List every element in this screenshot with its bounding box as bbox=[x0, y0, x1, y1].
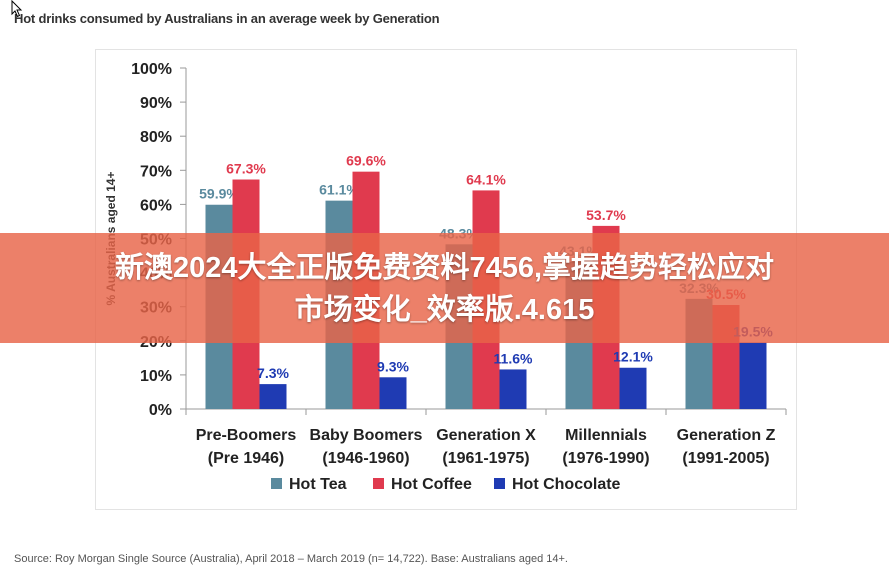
y-tick-label: 0% bbox=[149, 402, 172, 419]
x-tick-label: (1976-1990) bbox=[562, 450, 649, 467]
data-label: 64.1% bbox=[466, 171, 506, 187]
y-tick-label: 60% bbox=[140, 197, 172, 214]
x-tick-label: Pre-Boomers bbox=[196, 427, 297, 444]
legend-label: Hot Chocolate bbox=[512, 476, 621, 493]
x-tick-label: (1991-2005) bbox=[682, 450, 769, 467]
x-tick-label: (Pre 1946) bbox=[208, 450, 285, 467]
bar-hot-chocolate bbox=[379, 377, 407, 409]
data-label: 67.3% bbox=[226, 161, 266, 177]
data-label: 53.7% bbox=[586, 207, 626, 223]
y-tick-label: 100% bbox=[131, 61, 172, 78]
chart-title: Hot drinks consumed by Australians in an… bbox=[14, 11, 440, 26]
watermark-banner-text: 新澳2024大全正版免费资料7456,掌握趋势轻松应对 市场变化_效率版.4.6… bbox=[0, 247, 889, 331]
x-tick-label: (1961-1975) bbox=[442, 450, 529, 467]
watermark-banner bbox=[0, 233, 889, 343]
data-label: 7.3% bbox=[257, 365, 289, 381]
y-tick-label: 80% bbox=[140, 129, 172, 146]
y-tick-label: 10% bbox=[140, 368, 172, 385]
data-label: 69.6% bbox=[346, 153, 386, 169]
data-label: 12.1% bbox=[613, 349, 653, 365]
legend-label: Hot Tea bbox=[289, 476, 347, 493]
x-tick-label: Millennials bbox=[565, 427, 647, 444]
x-tick-label: Generation X bbox=[436, 427, 536, 444]
x-tick-label: (1946-1960) bbox=[322, 450, 409, 467]
bar-hot-chocolate bbox=[499, 369, 527, 409]
y-tick-label: 70% bbox=[140, 163, 172, 180]
legend-label: Hot Coffee bbox=[391, 476, 472, 493]
banner-line-2: 市场变化_效率版.4.615 bbox=[294, 294, 595, 326]
y-tick-label: 90% bbox=[140, 95, 172, 112]
bar-hot-chocolate bbox=[739, 342, 767, 409]
banner-line-1: 新澳2024大全正版免费资料7456,掌握趋势轻松应对 bbox=[114, 252, 775, 284]
legend-swatch bbox=[373, 478, 384, 489]
data-label: 61.1% bbox=[319, 182, 359, 198]
legend-swatch bbox=[494, 478, 505, 489]
data-label: 59.9% bbox=[199, 186, 239, 202]
mouse-cursor-icon bbox=[11, 0, 23, 18]
legend-swatch bbox=[271, 478, 282, 489]
bar-hot-chocolate bbox=[259, 384, 287, 409]
data-label: 9.3% bbox=[377, 358, 409, 374]
data-label: 11.6% bbox=[494, 350, 533, 366]
bar-hot-chocolate bbox=[619, 367, 647, 409]
x-tick-label: Generation Z bbox=[677, 427, 776, 444]
source-note: Source: Roy Morgan Single Source (Austra… bbox=[14, 553, 568, 565]
x-tick-label: Baby Boomers bbox=[310, 427, 423, 444]
